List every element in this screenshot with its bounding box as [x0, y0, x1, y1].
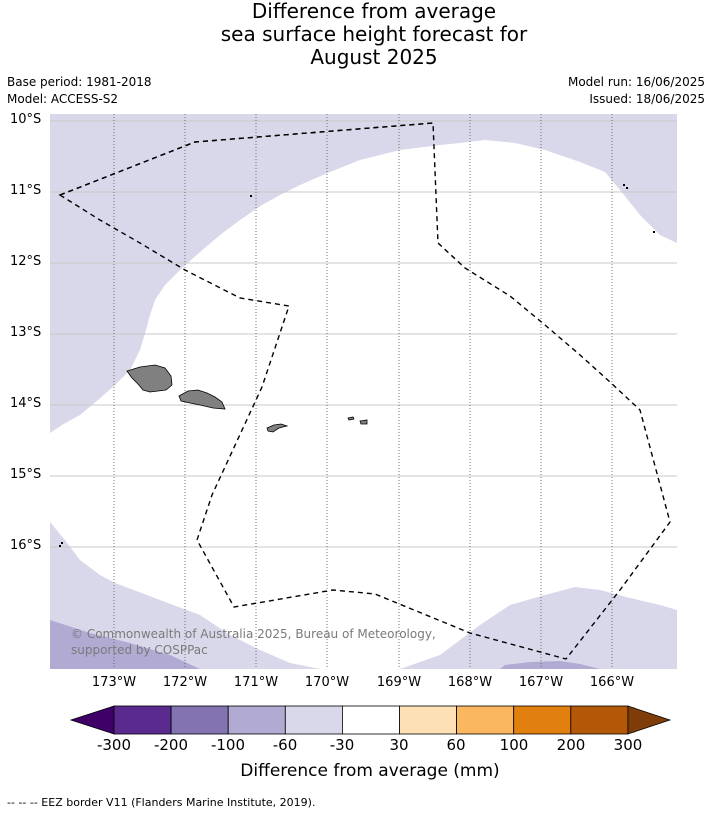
- colorbar-segment: [113, 705, 172, 735]
- lat-label-10s: 10°S: [10, 112, 42, 127]
- lon-label-172w: 172°W: [162, 675, 208, 690]
- anomaly-region-southeast-dark: [500, 661, 600, 669]
- island-tutuila: [266, 423, 289, 433]
- lat-label-14s: 14°S: [10, 396, 42, 411]
- colorbar-segment: [170, 705, 229, 735]
- lon-label-167w: 167°W: [518, 675, 564, 690]
- colorbar-segment: [456, 705, 515, 735]
- lon-label-170w: 170°W: [304, 675, 350, 690]
- eez-border-tokelau: [59, 122, 434, 196]
- eez-border-samoa: [58, 122, 671, 660]
- island-tau: [359, 419, 368, 425]
- lon-label-173w: 173°W: [91, 675, 137, 690]
- colorbar-tick: 300: [613, 736, 643, 754]
- islet-speck: [626, 187, 628, 189]
- latitude-gridlines: [50, 120, 677, 548]
- colorbar-tick: -200: [153, 736, 189, 754]
- colorbar-tick: 60: [446, 736, 466, 754]
- meta-right: Model run: 16/06/2025 Issued: 18/06/2025: [568, 74, 705, 108]
- colorbar-segments: [69, 705, 672, 735]
- islet-speck: [653, 231, 655, 233]
- map-title: Difference from average sea surface heig…: [0, 0, 713, 69]
- lon-label-166w: 166°W: [589, 675, 635, 690]
- colorbar-tick: -60: [272, 736, 298, 754]
- colorbar-segment: [513, 705, 572, 735]
- colorbar-title: Difference from average (mm): [240, 761, 500, 781]
- title-line-3: August 2025: [310, 45, 438, 69]
- colorbar-tick: 200: [556, 736, 586, 754]
- model-name: Model: ACCESS-S2: [7, 92, 119, 106]
- islet-speck: [623, 184, 625, 186]
- island-upolu: [178, 389, 226, 410]
- copyright-notice: © Commonwealth of Australia 2025, Bureau…: [71, 627, 436, 657]
- colorbar-extend-high: [627, 705, 672, 735]
- lat-label-15s: 15°S: [10, 467, 42, 482]
- colorbar-tick: 100: [499, 736, 529, 754]
- title-line-2: sea surface height forecast for: [220, 22, 528, 46]
- colorbar-segment: [399, 705, 457, 735]
- meta-left: Base period: 1981-2018 Model: ACCESS-S2: [7, 74, 152, 108]
- colorbar-segment: [570, 705, 629, 735]
- title-line-1: Difference from average: [251, 0, 497, 23]
- base-period: Base period: 1981-2018: [7, 75, 152, 89]
- colorbar-segment: [341, 705, 400, 735]
- lat-label-13s: 13°S: [10, 325, 42, 340]
- lat-label-12s: 12°S: [10, 254, 42, 269]
- lat-label-11s: 11°S: [10, 183, 42, 198]
- model-run: Model run: 16/06/2025: [567, 75, 705, 89]
- colorbar-tick: -100: [210, 736, 246, 754]
- eez-footnote: -- -- -- EEZ border V11 (Flanders Marine…: [7, 796, 316, 809]
- lat-label-16s: 16°S: [10, 538, 42, 553]
- islet-speck: [61, 542, 63, 544]
- anomaly-region-south-dark: [50, 620, 200, 669]
- island-savaii: [126, 364, 173, 393]
- lon-label-168w: 168°W: [447, 675, 493, 690]
- longitude-gridlines: [113, 114, 613, 669]
- islet-speck: [59, 545, 61, 547]
- issued-date: Issued: 18/06/2025: [589, 92, 705, 106]
- anomaly-region-south: [50, 522, 677, 669]
- islet-speck: [250, 195, 252, 197]
- colorbar-extend-low: [69, 705, 115, 735]
- colorbar-segment: [227, 705, 286, 735]
- colorbar-tick: -30: [329, 736, 355, 754]
- colorbar-tick: -300: [96, 736, 132, 754]
- island-ofu-olosega: [347, 416, 355, 421]
- colorbar-tick: 30: [389, 736, 409, 754]
- anomaly-region-north: [50, 114, 677, 433]
- lon-label-171w: 171°W: [233, 675, 279, 690]
- lon-label-169w: 169°W: [376, 675, 422, 690]
- colorbar-segment: [284, 705, 343, 735]
